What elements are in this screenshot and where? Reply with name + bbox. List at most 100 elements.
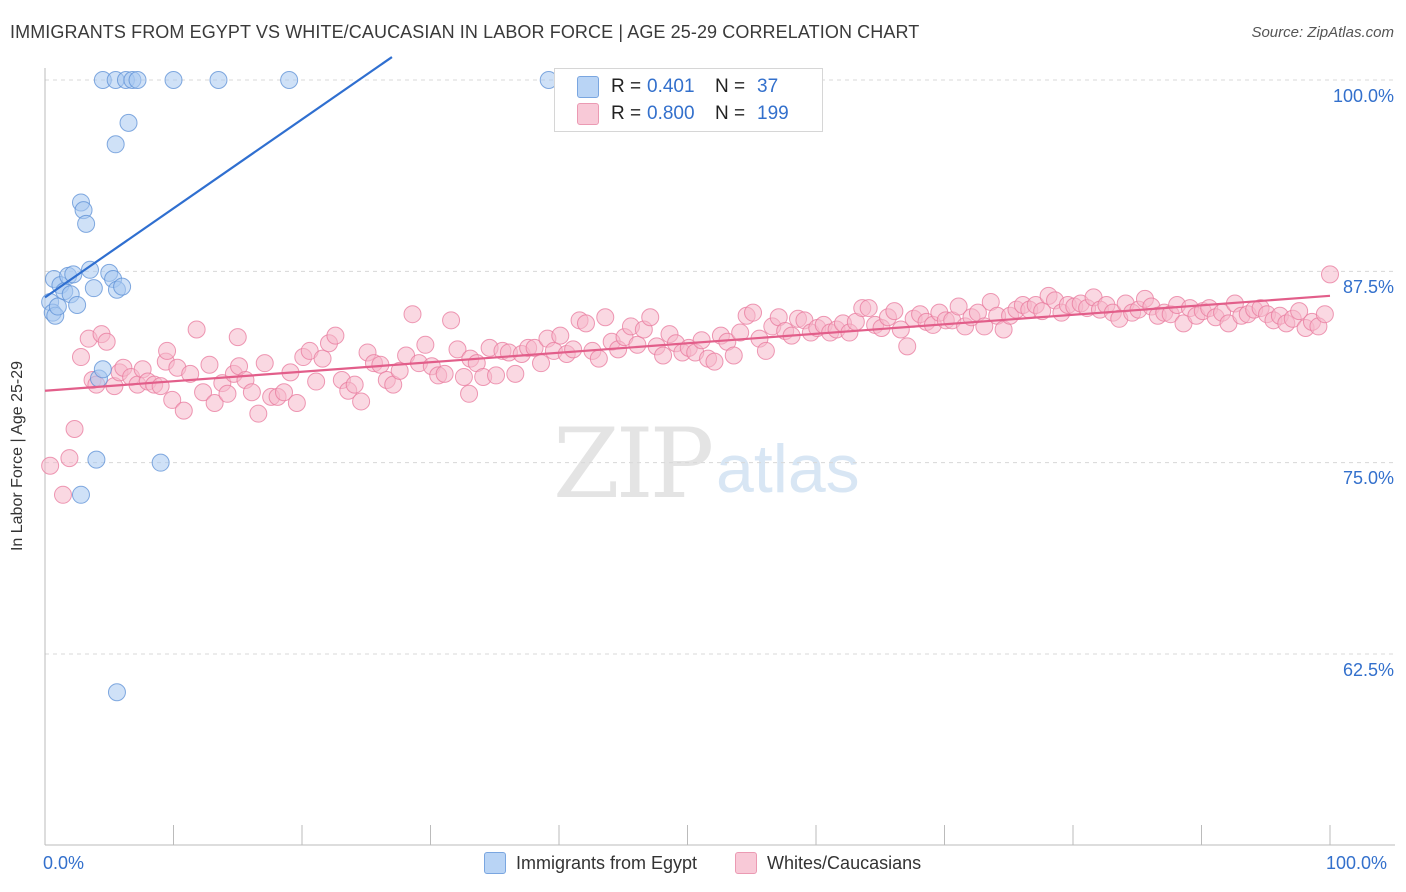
white-point xyxy=(628,335,647,354)
white-point xyxy=(242,383,261,402)
y-tick-label: 62.5% xyxy=(1342,660,1394,680)
white-point xyxy=(60,449,79,468)
legend-item-white: Whites/Caucasians xyxy=(735,852,921,874)
legend-swatch-white xyxy=(735,852,758,874)
white-point xyxy=(1321,265,1339,284)
n-label: N = xyxy=(715,76,746,97)
egypt-point xyxy=(119,113,138,132)
r-label: R = xyxy=(611,76,642,97)
white-point xyxy=(390,361,409,380)
white-point xyxy=(460,384,479,403)
white-point xyxy=(859,299,878,318)
white-point xyxy=(416,335,435,354)
r-value: 0.800 xyxy=(647,103,695,124)
egypt-point xyxy=(64,265,83,284)
white-point xyxy=(194,383,213,402)
white-point xyxy=(326,326,345,345)
legend-swatch-egypt xyxy=(577,76,599,98)
egypt-point xyxy=(113,277,132,296)
egypt-point xyxy=(77,214,96,233)
white-point xyxy=(532,354,551,373)
legend-row-white: R = 0.800 N = 199 xyxy=(577,102,789,126)
egypt-point xyxy=(107,683,126,702)
white-point xyxy=(435,364,454,383)
white-point xyxy=(551,326,570,345)
series-legend: Immigrants from Egypt Whites/Caucasians xyxy=(484,852,959,874)
white-point xyxy=(487,366,506,385)
egypt-point xyxy=(71,485,90,504)
white-point xyxy=(564,340,583,359)
r-label: R = xyxy=(611,103,642,124)
egypt-point xyxy=(209,71,228,89)
n-value: 199 xyxy=(757,103,789,124)
white-point xyxy=(448,340,467,359)
y-axis-label: In Labor Force | Age 25-29 xyxy=(9,360,26,552)
white-point xyxy=(187,320,206,339)
legend-item-egypt: Immigrants from Egypt xyxy=(484,852,697,874)
legend-label-white: Whites/Caucasians xyxy=(767,852,922,873)
white-point xyxy=(151,377,170,396)
white-point xyxy=(174,401,193,420)
white-point xyxy=(53,485,72,504)
egypt-point xyxy=(68,296,87,315)
egypt-point xyxy=(151,453,170,472)
white-point xyxy=(442,311,461,330)
white-point xyxy=(97,332,116,351)
stats-legend: R = 0.401 N = 37 R = 0.800 N = 199 xyxy=(554,68,823,132)
white-point xyxy=(181,364,200,383)
watermark-atlas: atlas xyxy=(716,431,860,507)
egypt-point xyxy=(106,135,125,154)
white-point xyxy=(228,328,247,347)
white-point xyxy=(345,375,364,394)
white-point xyxy=(731,323,750,342)
white-trend-line xyxy=(44,294,1331,392)
source-label: Source: ZipAtlas.com xyxy=(1251,24,1394,41)
egypt-point xyxy=(84,279,103,298)
white-point xyxy=(163,390,182,409)
white-point xyxy=(589,349,608,368)
white-point xyxy=(158,341,177,360)
legend-swatch-white xyxy=(577,103,599,125)
white-point xyxy=(1315,305,1334,324)
white-point xyxy=(275,383,294,402)
white-point xyxy=(724,346,743,365)
white-point xyxy=(218,384,237,403)
watermark-zip: ZIP xyxy=(553,408,714,520)
egypt-point xyxy=(280,71,299,89)
egypt-trend-line xyxy=(44,56,393,299)
white-point xyxy=(744,303,763,322)
white-point xyxy=(885,302,904,321)
white-point xyxy=(576,314,595,333)
egypt-point xyxy=(128,71,147,89)
y-tick-label: 87.5% xyxy=(1342,277,1394,297)
white-point xyxy=(71,348,90,367)
legend-swatch-egypt xyxy=(484,852,506,874)
n-value: 37 xyxy=(757,76,779,97)
x-tick-label: 0.0% xyxy=(43,853,85,873)
white-point xyxy=(1290,302,1309,321)
egypt-point xyxy=(80,260,99,279)
white-point xyxy=(454,367,473,386)
white-point xyxy=(949,297,968,316)
x-tick-label: 100.0% xyxy=(1326,853,1388,873)
white-point xyxy=(525,338,544,357)
egypt-point xyxy=(48,297,67,316)
white-point xyxy=(692,331,711,350)
white-point xyxy=(249,404,268,423)
chart-title: IMMIGRANTS FROM EGYPT VS WHITE/CAUCASIAN… xyxy=(10,22,920,42)
legend-row-egypt: R = 0.401 N = 37 xyxy=(577,75,778,99)
white-point xyxy=(200,355,219,374)
white-point xyxy=(307,372,326,391)
white-point xyxy=(65,419,84,438)
white-point xyxy=(287,393,306,412)
legend-label-egypt: Immigrants from Egypt xyxy=(516,852,698,873)
white-point xyxy=(641,308,660,327)
white-point xyxy=(255,354,274,373)
white-point xyxy=(313,349,332,368)
white-point xyxy=(756,341,775,360)
white-point xyxy=(898,337,917,356)
white-point xyxy=(205,393,224,412)
y-tick-label: 75.0% xyxy=(1342,468,1394,488)
n-label: N = xyxy=(715,103,746,124)
